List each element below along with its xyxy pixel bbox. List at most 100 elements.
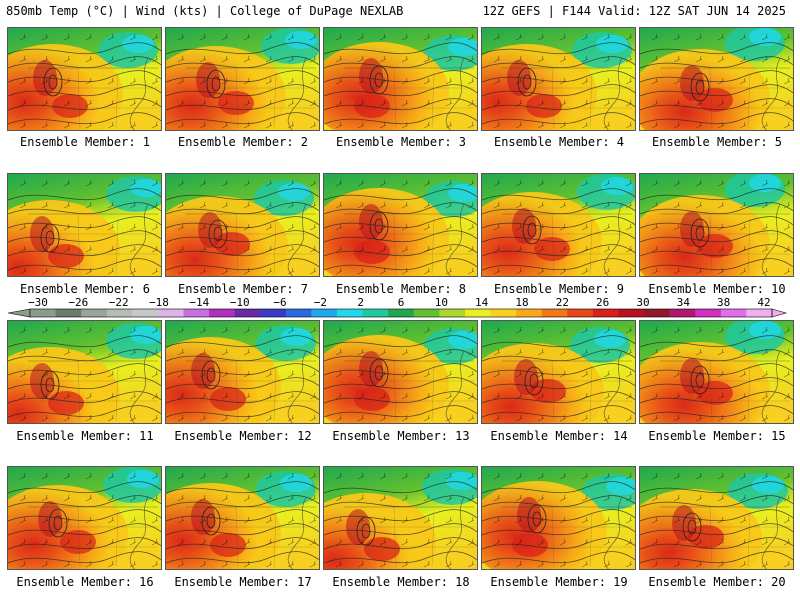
colorscale-swatch	[644, 309, 671, 317]
colorscale-tick-label: 10	[435, 297, 448, 309]
colorscale-tick-label: −18	[149, 297, 169, 309]
member-map-panel	[323, 466, 478, 570]
colorscale-tick-label: −30	[28, 297, 48, 309]
colorscale-tick-label: −2	[314, 297, 327, 309]
member-map-panel	[7, 320, 162, 424]
temperature-colorscale: −30 −26 −22 −18 −14 −10 −6 −2 2 6 10 14 18 22 26 30 34 38…	[0, 296, 800, 319]
temperature-map	[640, 321, 793, 423]
member-map-panel	[7, 466, 162, 570]
temperature-map	[324, 28, 477, 130]
colorscale-swatch	[567, 309, 594, 317]
temperature-map	[640, 174, 793, 276]
temperature-map	[166, 467, 319, 569]
member-caption: Ensemble Member: 18	[332, 575, 470, 589]
member-caption: Ensemble Member: 19	[490, 575, 628, 589]
member-caption: Ensemble Member: 17	[174, 575, 312, 589]
temperature-map	[166, 174, 319, 276]
colorscale-swatch	[260, 309, 287, 317]
temperature-map	[8, 174, 161, 276]
colorscale-swatch	[618, 309, 645, 317]
colorscale-swatch	[592, 309, 619, 317]
colorscale-tick-label: −22	[109, 297, 129, 309]
colorscale-tick-label: 30	[636, 297, 649, 309]
member-map-panel	[165, 173, 320, 277]
member-map-panel	[639, 466, 794, 570]
colorscale-swatch	[413, 309, 440, 317]
temperature-map	[324, 321, 477, 423]
member-caption: Ensemble Member: 16	[16, 575, 154, 589]
temperature-map	[8, 321, 161, 423]
colorscale-svg: −30 −26 −22 −18 −14 −10 −6 −2 2 6 10 14 18 22 26 30 34 38…	[7, 296, 788, 318]
member-map-panel	[481, 173, 636, 277]
member-caption: Ensemble Member: 15	[648, 429, 786, 443]
colorscale-swatch	[490, 309, 517, 317]
colorscale-swatch	[132, 309, 159, 317]
member-caption: Ensemble Member: 9	[493, 282, 625, 296]
colorscale-tick-label: −10	[230, 297, 250, 309]
member-map-panel	[323, 27, 478, 131]
temperature-map	[640, 28, 793, 130]
colorscale-swatch	[81, 309, 108, 317]
colorscale-right-arrow	[771, 308, 788, 318]
temperature-map	[324, 467, 477, 569]
temperature-map	[166, 321, 319, 423]
member-map-panel	[165, 320, 320, 424]
member-caption: Ensemble Member: 2	[177, 135, 309, 149]
member-caption: Ensemble Member: 3	[335, 135, 467, 149]
colorscale-swatch	[157, 309, 185, 317]
colorscale-swatch	[541, 309, 568, 317]
member-map-panel	[481, 466, 636, 570]
colorscale-swatch	[746, 309, 773, 317]
member-caption: Ensemble Member: 5	[651, 135, 783, 149]
header-left: 850mb Temp (°C) | Wind (kts) | College o…	[6, 4, 404, 18]
member-map-panel	[481, 320, 636, 424]
temperature-map	[482, 321, 635, 423]
colorscale-swatch	[669, 309, 696, 317]
member-map-panel	[481, 27, 636, 131]
colorscale-swatch	[183, 309, 210, 317]
header-right: 12Z GEFS | F144 Valid: 12Z SAT JUN 14 20…	[482, 4, 786, 18]
temperature-map	[8, 28, 161, 130]
colorscale-tick-label: 26	[596, 297, 609, 309]
colorscale-swatch	[464, 309, 492, 317]
member-map-panel	[7, 173, 162, 277]
colorscale-tick-label: 18	[515, 297, 528, 309]
member-caption: Ensemble Member: 13	[332, 429, 470, 443]
member-caption: Ensemble Member: 10	[648, 282, 786, 296]
colorscale-tick-label: 34	[677, 297, 691, 309]
temperature-map	[640, 467, 793, 569]
temperature-map	[166, 28, 319, 130]
member-caption: Ensemble Member: 8	[335, 282, 467, 296]
member-caption: Ensemble Member: 6	[19, 282, 151, 296]
colorscale-tick-label: 22	[556, 297, 569, 309]
temperature-map	[324, 174, 477, 276]
temperature-map	[482, 467, 635, 569]
member-caption: Ensemble Member: 4	[493, 135, 625, 149]
member-caption: Ensemble Member: 12	[174, 429, 312, 443]
colorscale-tick-label: 38	[717, 297, 730, 309]
colorscale-swatch	[516, 309, 543, 317]
colorscale-left-arrow	[7, 308, 31, 318]
member-caption: Ensemble Member: 14	[490, 429, 628, 443]
member-caption: Ensemble Member: 20	[648, 575, 786, 589]
colorscale-swatch	[285, 309, 312, 317]
temperature-map	[8, 467, 161, 569]
colorscale-tick-label: 42	[757, 297, 770, 309]
member-map-panel	[639, 27, 794, 131]
colorscale-tick-label: 6	[398, 297, 405, 309]
colorscale-tick-label: −14	[189, 297, 209, 309]
colorscale-swatch	[30, 309, 57, 317]
member-map-panel	[7, 27, 162, 131]
colorscale-swatch	[388, 309, 415, 317]
colorscale-swatch	[106, 309, 133, 317]
colorscale-tick-label: −6	[273, 297, 286, 309]
colorscale-swatch	[337, 309, 364, 317]
colorscale-swatch	[439, 309, 466, 317]
member-map-panel	[639, 173, 794, 277]
colorscale-tick-label: −26	[68, 297, 88, 309]
colorscale-tick-label: 14	[475, 297, 489, 309]
member-caption: Ensemble Member: 7	[177, 282, 309, 296]
colorscale-swatch	[720, 309, 747, 317]
colorscale-swatch	[234, 309, 261, 317]
